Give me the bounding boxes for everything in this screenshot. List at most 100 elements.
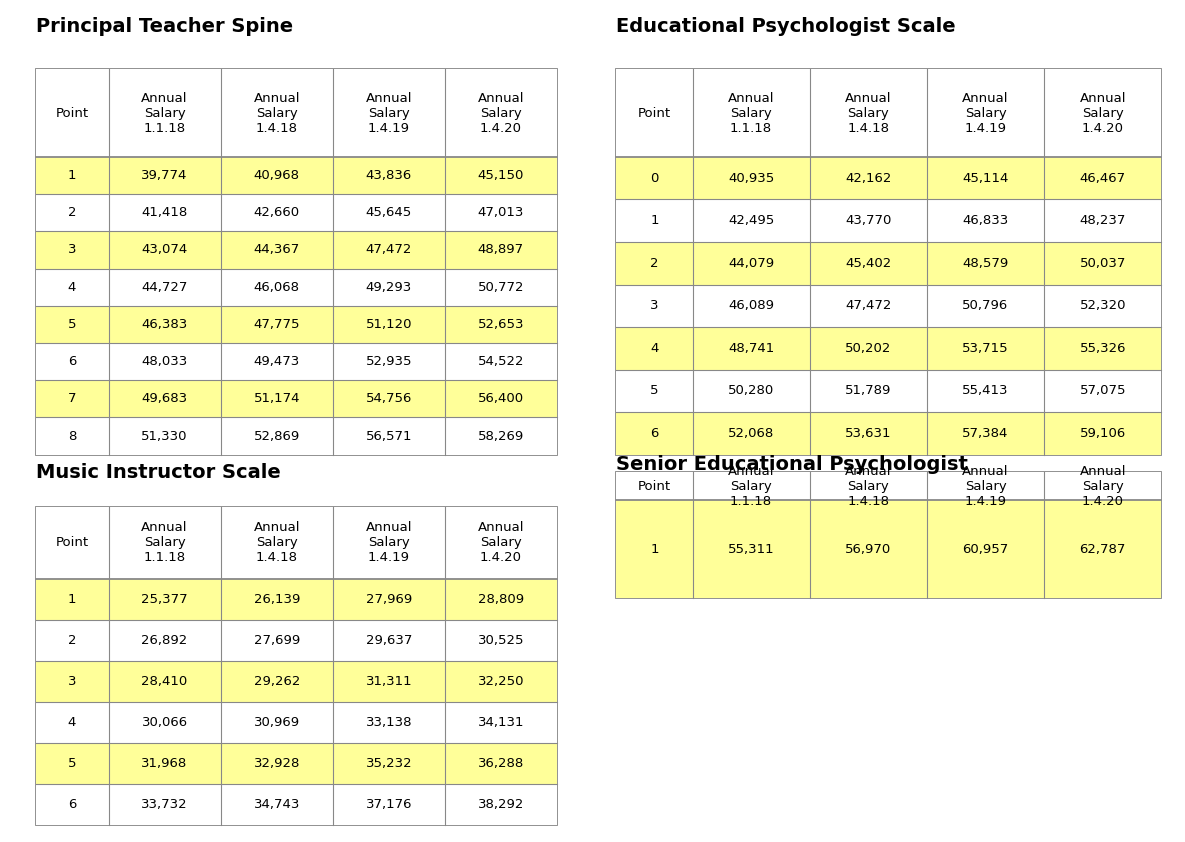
Text: Annual
Salary
1.4.20: Annual Salary 1.4.20 [478,521,524,564]
Bar [36,269,557,306]
Text: 27,699: 27,699 [254,634,300,647]
Text: 53,715: 53,715 [962,342,1008,354]
Text: 52,935: 52,935 [365,355,412,368]
Text: 59,106: 59,106 [1080,427,1126,440]
Bar [36,343,557,381]
Text: 53,631: 53,631 [845,427,891,440]
Text: 62,787: 62,787 [1080,542,1126,556]
Text: 28,410: 28,410 [141,675,187,688]
Text: 4: 4 [651,342,659,354]
Text: Annual
Salary
1.1.18: Annual Salary 1.1.18 [728,465,774,508]
Text: Annual
Salary
1.1.18: Annual Salary 1.1.18 [141,92,188,135]
Text: 5: 5 [68,757,76,770]
Text: 1: 1 [68,593,76,606]
Text: Point: Point [56,107,89,120]
Text: 2: 2 [68,206,76,219]
Text: 29,262: 29,262 [254,675,300,688]
Bar [36,232,557,269]
Text: 29,637: 29,637 [366,634,412,647]
Text: 26,892: 26,892 [141,634,187,647]
Text: Annual
Salary
1.4.18: Annual Salary 1.4.18 [254,521,300,564]
Bar [36,69,557,455]
Text: 4: 4 [68,716,76,729]
Text: 30,066: 30,066 [141,716,187,729]
Text: 46,833: 46,833 [962,214,1008,227]
Text: 44,367: 44,367 [254,243,300,257]
Text: 44,079: 44,079 [728,257,774,269]
Text: 49,473: 49,473 [254,355,300,368]
Text: 51,174: 51,174 [254,392,300,405]
Text: 46,383: 46,383 [141,318,187,331]
Text: 60,957: 60,957 [962,542,1008,556]
Text: 0: 0 [651,172,659,184]
Text: 57,384: 57,384 [962,427,1008,440]
Text: 6: 6 [68,798,76,811]
Text: 52,869: 52,869 [254,429,300,443]
Bar [36,743,557,784]
Text: 46,089: 46,089 [728,299,774,312]
Text: 45,402: 45,402 [845,257,891,269]
Text: 55,413: 55,413 [962,385,1008,397]
Text: 26,139: 26,139 [254,593,300,606]
Text: 57,075: 57,075 [1080,385,1126,397]
Text: 35,232: 35,232 [365,757,412,770]
Text: 33,138: 33,138 [365,716,412,729]
Text: 47,472: 47,472 [845,299,891,312]
Bar [36,507,557,579]
Text: 42,162: 42,162 [845,172,891,184]
Text: 36,288: 36,288 [478,757,524,770]
Bar [616,69,1161,157]
Text: 40,968: 40,968 [254,169,300,182]
Text: 5: 5 [651,385,659,397]
Text: 43,770: 43,770 [845,214,891,227]
Text: 2: 2 [651,257,659,269]
Bar [36,579,557,620]
Bar [616,200,1161,242]
Text: 42,660: 42,660 [254,206,300,219]
Text: 47,013: 47,013 [478,206,524,219]
Bar [616,285,1161,327]
Text: Annual
Salary
1.4.20: Annual Salary 1.4.20 [478,92,524,135]
Text: Annual
Salary
1.4.18: Annual Salary 1.4.18 [845,465,891,508]
Text: 51,330: 51,330 [141,429,188,443]
Text: 38,292: 38,292 [478,798,524,811]
Text: 1: 1 [651,214,659,227]
Text: 49,683: 49,683 [141,392,187,405]
Text: Music Instructor Scale: Music Instructor Scale [36,463,281,482]
Text: 8: 8 [68,429,76,443]
Text: 50,202: 50,202 [845,342,891,354]
Text: 33,732: 33,732 [141,798,188,811]
Bar [616,69,1161,455]
Text: 56,970: 56,970 [845,542,891,556]
Text: 58,269: 58,269 [478,429,524,443]
Text: 52,320: 52,320 [1080,299,1126,312]
Text: Annual
Salary
1.4.19: Annual Salary 1.4.19 [365,92,412,135]
Text: 55,311: 55,311 [728,542,775,556]
Text: Annual
Salary
1.4.20: Annual Salary 1.4.20 [1080,92,1126,135]
Bar [36,418,557,455]
Text: Annual
Salary
1.1.18: Annual Salary 1.1.18 [728,92,774,135]
Text: 51,789: 51,789 [845,385,891,397]
Bar [36,306,557,343]
Text: Annual
Salary
1.4.19: Annual Salary 1.4.19 [962,465,1008,508]
Bar [616,472,1161,500]
Bar [616,472,1161,598]
Text: Point: Point [56,536,89,549]
Text: 48,579: 48,579 [962,257,1008,269]
Text: 54,756: 54,756 [366,392,412,405]
Text: Annual
Salary
1.1.18: Annual Salary 1.1.18 [141,521,188,564]
Text: 52,068: 52,068 [728,427,774,440]
Text: 46,467: 46,467 [1080,172,1126,184]
Text: 44,727: 44,727 [141,280,187,294]
Text: 50,796: 50,796 [962,299,1008,312]
Bar [616,500,1161,598]
Text: 48,237: 48,237 [1080,214,1126,227]
Text: 25,377: 25,377 [141,593,188,606]
Bar [36,661,557,702]
Text: Point: Point [638,107,671,120]
Bar [36,507,557,825]
Bar [36,381,557,418]
Text: 30,525: 30,525 [478,634,524,647]
Text: 1: 1 [651,542,659,556]
Text: Annual
Salary
1.4.18: Annual Salary 1.4.18 [845,92,891,135]
